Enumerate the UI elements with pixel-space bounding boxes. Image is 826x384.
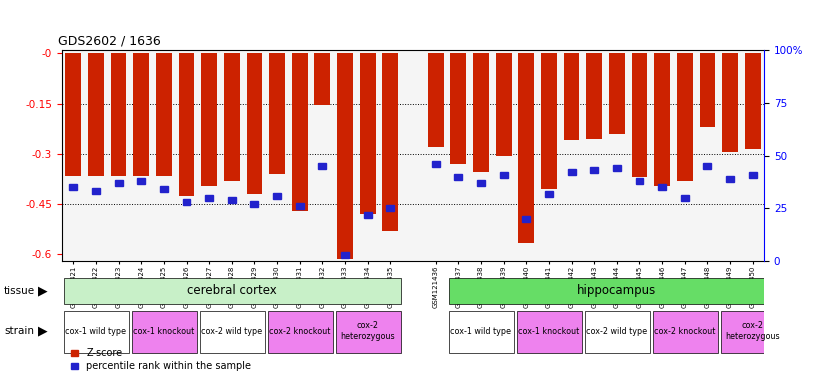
FancyBboxPatch shape bbox=[131, 311, 197, 353]
Text: strain: strain bbox=[4, 326, 34, 336]
FancyBboxPatch shape bbox=[449, 278, 786, 304]
Bar bbox=[745, 53, 761, 149]
Bar bbox=[586, 53, 602, 139]
Bar bbox=[613, 165, 621, 171]
Bar bbox=[654, 53, 670, 186]
Text: cox-1 wild type: cox-1 wild type bbox=[65, 327, 126, 336]
Bar bbox=[382, 53, 398, 231]
Text: cox-2
heterozygous: cox-2 heterozygous bbox=[725, 321, 780, 341]
Text: cerebral cortex: cerebral cortex bbox=[187, 285, 277, 297]
Bar bbox=[450, 53, 466, 164]
Bar bbox=[522, 216, 530, 222]
Bar bbox=[500, 172, 507, 177]
FancyBboxPatch shape bbox=[720, 311, 786, 353]
FancyBboxPatch shape bbox=[585, 311, 650, 353]
Bar bbox=[726, 176, 734, 182]
Text: cox-2 knockout: cox-2 knockout bbox=[654, 327, 715, 336]
Bar bbox=[111, 53, 126, 175]
Bar bbox=[428, 53, 444, 147]
Bar bbox=[160, 186, 168, 192]
Bar bbox=[273, 193, 281, 199]
Bar bbox=[700, 53, 715, 127]
FancyBboxPatch shape bbox=[64, 278, 401, 304]
Bar bbox=[496, 53, 511, 156]
Text: cox-2 wild type: cox-2 wild type bbox=[202, 327, 263, 336]
Bar bbox=[567, 169, 576, 175]
Bar bbox=[205, 195, 213, 201]
Text: cox-2 knockout: cox-2 knockout bbox=[269, 327, 330, 336]
Bar bbox=[563, 53, 580, 141]
Bar bbox=[92, 189, 100, 194]
Bar bbox=[269, 53, 285, 174]
Text: cox-2 wild type: cox-2 wild type bbox=[586, 327, 648, 336]
Bar bbox=[635, 178, 643, 184]
Text: cox-1 knockout: cox-1 knockout bbox=[518, 327, 580, 336]
Bar bbox=[319, 163, 326, 169]
FancyBboxPatch shape bbox=[653, 311, 718, 353]
Text: ▶: ▶ bbox=[38, 325, 48, 338]
FancyBboxPatch shape bbox=[64, 311, 129, 353]
Bar bbox=[363, 212, 372, 218]
Bar bbox=[519, 53, 534, 243]
Legend: Z-score, percentile rank within the sample: Z-score, percentile rank within the samp… bbox=[67, 344, 255, 375]
Bar bbox=[632, 53, 648, 177]
Bar bbox=[360, 53, 376, 214]
Bar bbox=[156, 53, 172, 175]
Bar bbox=[658, 184, 666, 190]
FancyBboxPatch shape bbox=[335, 311, 401, 353]
Bar bbox=[748, 172, 757, 177]
Bar bbox=[722, 53, 738, 152]
Bar bbox=[65, 53, 81, 175]
Bar bbox=[178, 53, 194, 196]
Text: cox-1 wild type: cox-1 wild type bbox=[450, 327, 511, 336]
Text: GDS2602 / 1636: GDS2602 / 1636 bbox=[59, 34, 161, 47]
FancyBboxPatch shape bbox=[268, 311, 333, 353]
Bar bbox=[315, 53, 330, 105]
FancyBboxPatch shape bbox=[200, 311, 265, 353]
Bar bbox=[228, 197, 235, 203]
Bar bbox=[541, 53, 557, 189]
Bar bbox=[545, 190, 553, 197]
Text: cox-2
heterozygous: cox-2 heterozygous bbox=[340, 321, 395, 341]
Bar bbox=[246, 53, 263, 194]
Bar bbox=[676, 53, 693, 180]
FancyBboxPatch shape bbox=[517, 311, 582, 353]
Bar bbox=[88, 53, 104, 175]
Bar bbox=[133, 53, 150, 175]
Bar bbox=[477, 180, 485, 186]
Bar bbox=[202, 53, 217, 186]
Text: cox-1 knockout: cox-1 knockout bbox=[133, 327, 194, 336]
FancyBboxPatch shape bbox=[449, 311, 514, 353]
Bar bbox=[115, 180, 122, 186]
Bar bbox=[137, 178, 145, 184]
Bar bbox=[250, 201, 259, 207]
Bar bbox=[296, 203, 304, 209]
Bar bbox=[292, 53, 307, 211]
Bar bbox=[224, 53, 240, 180]
Bar bbox=[337, 53, 353, 260]
Bar bbox=[432, 161, 439, 167]
Bar bbox=[681, 195, 689, 201]
Bar bbox=[454, 174, 463, 180]
Bar bbox=[341, 252, 349, 258]
Text: tissue: tissue bbox=[4, 286, 36, 296]
Text: ▶: ▶ bbox=[38, 285, 48, 297]
Bar bbox=[387, 205, 394, 211]
Text: hippocampus: hippocampus bbox=[577, 285, 657, 297]
Bar bbox=[69, 184, 78, 190]
Bar bbox=[704, 163, 711, 169]
Bar bbox=[183, 199, 191, 205]
Bar bbox=[591, 167, 598, 173]
Bar bbox=[473, 53, 489, 172]
Bar bbox=[609, 53, 624, 134]
